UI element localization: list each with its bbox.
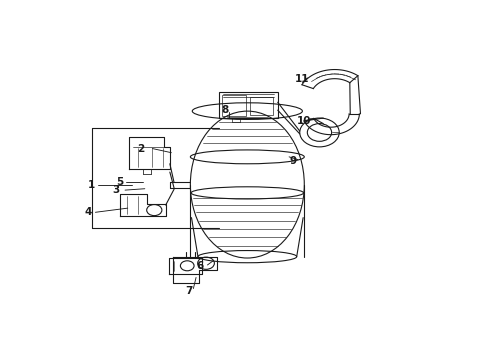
Text: 11: 11: [295, 74, 310, 84]
Text: 8: 8: [221, 105, 228, 115]
Text: 9: 9: [289, 156, 296, 166]
Text: 2: 2: [137, 144, 145, 153]
Text: 7: 7: [185, 286, 192, 296]
Text: 1: 1: [88, 180, 95, 190]
Text: 10: 10: [297, 116, 312, 126]
Text: 4: 4: [84, 207, 92, 217]
Text: 5: 5: [117, 177, 124, 187]
Text: 3: 3: [113, 185, 120, 195]
Text: 6: 6: [196, 261, 203, 271]
